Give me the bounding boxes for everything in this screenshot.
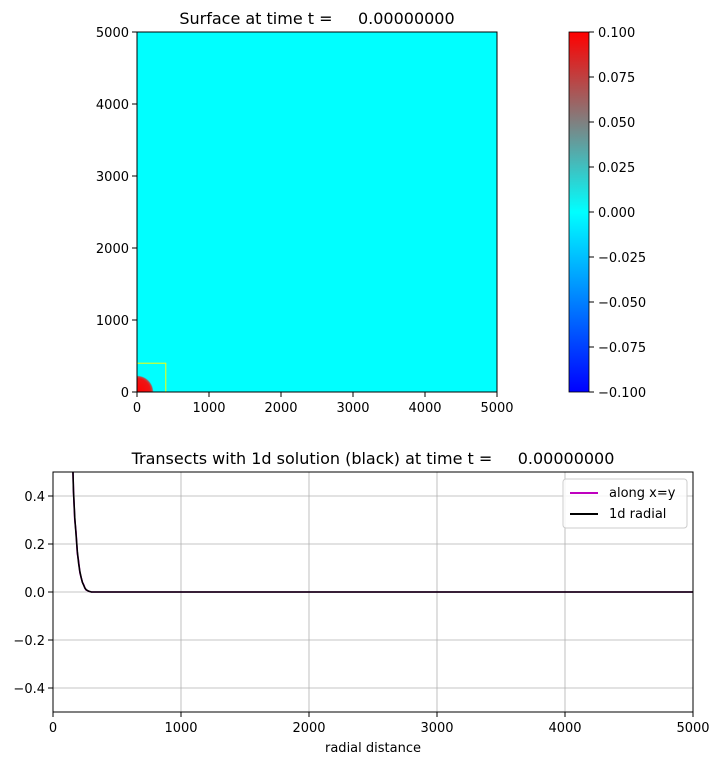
colorbar-tick-label: −0.050 [598, 296, 646, 311]
surface-x-tick-label: 1000 [192, 401, 225, 416]
transect-x-tick-label: 2000 [292, 721, 325, 736]
legend: along x=y 1d radial [562, 478, 688, 529]
transect-x-axis: 0 1000 2000 3000 4000 5000 [49, 712, 710, 736]
colorbar: 0.100 0.075 0.050 0.025 0.000 −0.025 −0.050 −0.… [568, 26, 646, 401]
transect-y-tick-label: −0.4 [13, 682, 45, 697]
surface-y-tick-label: 4000 [96, 98, 129, 113]
legend-box [562, 478, 688, 529]
transect-x-tick-label: 5000 [676, 721, 709, 736]
surface-frame [136, 31, 498, 393]
surface-x-tick-label: 2000 [264, 401, 297, 416]
colorbar-tick-label: 0.050 [598, 116, 635, 131]
legend-label-1d-radial: 1d radial [609, 507, 666, 522]
high-value-blob [137, 375, 154, 392]
surface-x-tick-label: 5000 [480, 401, 513, 416]
colorbar-tick-label: 0.075 [598, 71, 635, 86]
surface-features [137, 362, 167, 392]
surface-y-tick-label: 5000 [96, 26, 129, 41]
refinement-box [137, 362, 167, 392]
series-line-1d-radial [72, 472, 693, 593]
surface-y-tick-label: 2000 [96, 242, 129, 257]
transect-y-tick-label: 0.2 [24, 538, 45, 553]
transect-xlabel: radial distance [325, 741, 421, 756]
transect-title: Transects with 1d solution (black) at ti… [131, 449, 615, 468]
colorbar-gradient [568, 31, 590, 393]
colorbar-tick-label: −0.025 [598, 251, 646, 266]
transect-plot: Transects with 1d solution (black) at ti… [13, 449, 710, 756]
surface-title: Surface at time t = 0.00000000 [179, 9, 454, 28]
transect-y-tick-label: −0.2 [13, 634, 45, 649]
colorbar-tick-label: −0.075 [598, 341, 646, 356]
transect-x-tick-label: 3000 [420, 721, 453, 736]
transect-y-tick-label: 0.0 [24, 586, 45, 601]
surface-x-tick-label: 3000 [336, 401, 369, 416]
surface-plot: Surface at time t = 0.00000000 0 1000 2000… [96, 9, 514, 416]
surface-y-axis: 0 1000 2000 3000 4000 5000 [96, 26, 137, 401]
surface-field [137, 32, 497, 392]
surface-x-tick-label: 4000 [408, 401, 441, 416]
transect-y-axis: 0.4 0.2 0.0 −0.2 −0.4 [13, 490, 53, 697]
surface-x-axis: 0 1000 2000 3000 4000 5000 [133, 392, 514, 416]
colorbar-tick-label: 0.000 [598, 206, 635, 221]
surface-y-tick-label: 0 [121, 386, 129, 401]
surface-y-tick-label: 3000 [96, 170, 129, 185]
colorbar-tick-label: 0.100 [598, 26, 635, 41]
transect-x-tick-label: 4000 [548, 721, 581, 736]
colorbar-tick-label: −0.100 [598, 386, 646, 401]
transect-x-tick-label: 1000 [164, 721, 197, 736]
transect-x-tick-label: 0 [49, 721, 57, 736]
surface-x-tick-label: 0 [133, 401, 141, 416]
colorbar-tick-label: 0.025 [598, 161, 635, 176]
colorbar-ticks: 0.100 0.075 0.050 0.025 0.000 −0.025 −0.050 −0.… [589, 26, 646, 401]
surface-y-tick-label: 1000 [96, 314, 129, 329]
transect-y-tick-label: 0.4 [24, 490, 45, 505]
transect-series [72, 472, 693, 593]
legend-label-along-x-y: along x=y [609, 486, 676, 501]
